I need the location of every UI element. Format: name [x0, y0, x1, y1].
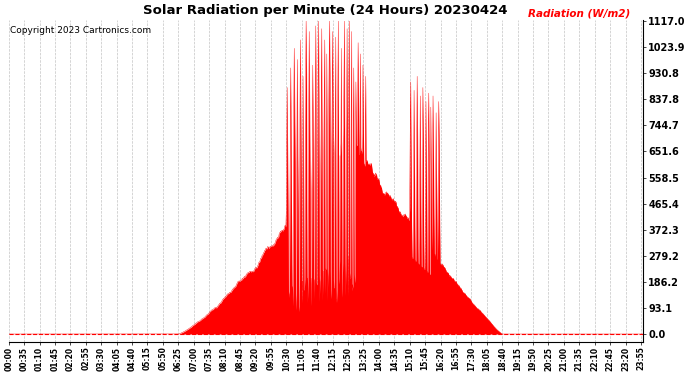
Text: Radiation (W/m2): Radiation (W/m2)	[528, 8, 630, 18]
Title: Solar Radiation per Minute (24 Hours) 20230424: Solar Radiation per Minute (24 Hours) 20…	[144, 4, 508, 17]
Text: Copyright 2023 Cartronics.com: Copyright 2023 Cartronics.com	[10, 26, 151, 35]
